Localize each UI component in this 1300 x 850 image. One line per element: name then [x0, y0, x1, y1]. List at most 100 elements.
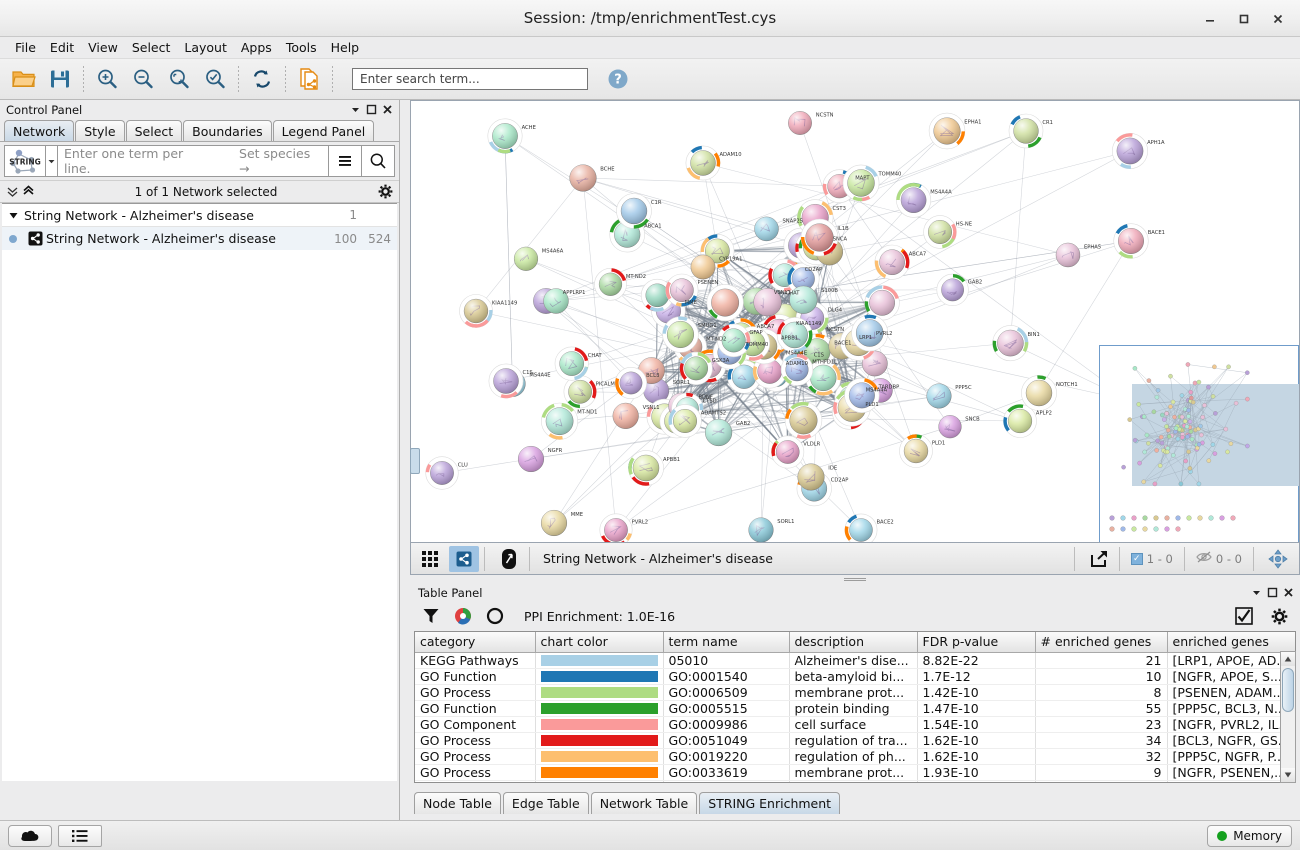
network-graph[interactable]: MT-ND2 VSNL1 CD2AP MS4A4A MS4A4E ABCA7 GAB2 PLD…	[411, 101, 1300, 543]
col-term-name[interactable]: term name	[663, 632, 790, 653]
tab-legend-panel[interactable]: Legend Panel	[272, 120, 375, 141]
tab-string-enrichment[interactable]: STRING Enrichment	[699, 792, 841, 814]
table-vertical-scrollbar[interactable]	[1280, 651, 1296, 783]
cloud-status-button[interactable]	[8, 824, 52, 847]
zoom-out-icon[interactable]	[125, 62, 161, 96]
menu-tools[interactable]: Tools	[285, 40, 317, 55]
canvas-left-handle[interactable]	[410, 448, 420, 474]
export-view-icon[interactable]	[1084, 546, 1114, 572]
chevron-down-icon[interactable]	[1248, 585, 1264, 601]
set-species-link[interactable]: Set species →	[239, 146, 311, 176]
scroll-down-arrow-icon[interactable]	[1281, 768, 1295, 782]
menu-help[interactable]: Help	[330, 40, 360, 55]
col-category[interactable]: category	[415, 632, 536, 653]
col-enriched-genes[interactable]: enriched genes	[1167, 632, 1295, 653]
svg-text:ABCA7: ABCA7	[909, 251, 927, 257]
chevron-down-icon[interactable]	[347, 102, 363, 118]
table-row[interactable]: GO Process GO:0033619 membrane prot... 1.93…	[415, 764, 1295, 781]
memory-status-button[interactable]: Memory	[1207, 824, 1292, 847]
gear-icon[interactable]	[1271, 608, 1288, 625]
pan-tool-icon[interactable]	[1263, 546, 1293, 572]
hidden-eye-icon[interactable]	[1196, 551, 1212, 566]
expand-arrow-icon[interactable]	[2, 211, 24, 220]
birds-eye-view[interactable]	[1099, 345, 1299, 542]
toolbar-separator	[1118, 546, 1120, 571]
string-options-icon[interactable]	[329, 145, 362, 177]
help-icon[interactable]: ?	[600, 62, 636, 96]
network-view-toolbar: String Network - Alzheimer's disease ✓ 1…	[410, 543, 1300, 575]
table-row[interactable]: GO Process GO:0006509 membrane prot... 1.42…	[415, 684, 1295, 701]
grid-view-icon[interactable]	[415, 546, 445, 572]
select-all-checkbox-icon[interactable]	[1235, 607, 1253, 625]
selected-checkbox-icon[interactable]: ✓	[1130, 552, 1143, 565]
birds-eye-viewport-rect[interactable]	[1132, 384, 1299, 486]
float-panel-icon[interactable]	[1264, 585, 1280, 601]
table-row[interactable]: GO Function GO:0001540 beta-amyloid bi... 1…	[415, 668, 1295, 685]
tree-group-count: 1	[349, 208, 357, 222]
close-button[interactable]	[1262, 5, 1294, 33]
search-box[interactable]	[352, 68, 588, 90]
menu-layout[interactable]: Layout	[184, 40, 227, 55]
float-panel-icon[interactable]	[363, 102, 379, 118]
save-disk-icon[interactable]	[42, 62, 78, 96]
svg-text:ADAMTS2: ADAMTS2	[701, 411, 726, 417]
collapse-expand-icons[interactable]	[6, 185, 35, 198]
task-list-button[interactable]	[58, 824, 102, 847]
tab-node-table[interactable]: Node Table	[414, 792, 501, 814]
string-search-icon[interactable]	[362, 145, 395, 177]
color-swatch	[540, 734, 658, 746]
tree-network-row[interactable]: String Network - Alzheimer's disease 100…	[2, 227, 397, 250]
scrollbar-thumb[interactable]	[1282, 668, 1294, 712]
gear-icon[interactable]	[377, 184, 393, 200]
zoom-selected-icon[interactable]	[197, 62, 233, 96]
selected-nodes-status[interactable]: ✓ 1 - 0	[1125, 552, 1179, 566]
menu-edit[interactable]: Edit	[49, 40, 75, 55]
panel-divider[interactable]	[410, 575, 1300, 583]
search-input[interactable]	[358, 71, 582, 87]
refresh-icon[interactable]	[244, 62, 280, 96]
close-panel-icon[interactable]	[1280, 585, 1296, 601]
table-row[interactable]: GO Function GO:0005515 protein binding 1.47…	[415, 700, 1295, 717]
col-enriched-count[interactable]: # enriched genes	[1035, 632, 1168, 653]
tree-group-row[interactable]: String Network - Alzheimer's disease 1	[2, 204, 397, 227]
network-canvas[interactable]: MT-ND2 VSNL1 CD2AP MS4A4A MS4A4E ABCA7 GAB2 PLD…	[410, 100, 1300, 543]
string-dropdown-icon[interactable]	[46, 145, 58, 177]
enrichment-table-wrap[interactable]: category chart color term name descripti…	[414, 631, 1296, 783]
col-chart-color[interactable]: chart color	[535, 632, 664, 653]
table-row[interactable]: GO Process GO:0019220 regulation of ph... 1…	[415, 748, 1295, 765]
menu-select[interactable]: Select	[131, 40, 171, 55]
minimize-button[interactable]	[1194, 5, 1226, 33]
tab-select[interactable]: Select	[125, 120, 183, 141]
network-view-icon[interactable]	[449, 545, 479, 572]
table-row[interactable]: GO Process GO:0051049 regulation of tra...…	[415, 732, 1295, 749]
menu-file[interactable]: File	[15, 40, 36, 55]
zoom-in-icon[interactable]	[89, 62, 125, 96]
export-network-icon[interactable]	[291, 62, 327, 96]
tab-boundaries[interactable]: Boundaries	[183, 120, 272, 141]
tab-style[interactable]: Style	[75, 120, 125, 141]
string-term-input[interactable]: Enter one term per line. Set species →	[58, 145, 329, 177]
tab-edge-table[interactable]: Edge Table	[502, 792, 589, 814]
menu-view[interactable]: View	[88, 40, 118, 55]
maximize-button[interactable]	[1228, 5, 1260, 33]
donut-chart-icon[interactable]	[486, 607, 504, 625]
tab-network[interactable]: Network	[4, 120, 75, 141]
filter-funnel-icon[interactable]	[422, 607, 440, 625]
divider-grip[interactable]	[844, 577, 866, 581]
tab-network-table[interactable]: Network Table	[590, 792, 698, 814]
hidden-nodes-status[interactable]: 0 - 0	[1190, 551, 1248, 566]
menu-apps[interactable]: Apps	[240, 40, 272, 55]
table-row[interactable]: GO Component GO:0009986 cell surface 1.54E-…	[415, 716, 1295, 733]
col-description[interactable]: description	[789, 632, 918, 653]
scroll-up-arrow-icon[interactable]	[1281, 652, 1295, 666]
open-folder-icon[interactable]	[6, 62, 42, 96]
detach-view-icon[interactable]	[494, 546, 524, 572]
table-row[interactable]: KEGG Pathways 05010 Alzheimer's dise... 8.8…	[415, 652, 1295, 669]
cell-term-name: GO:0001540	[663, 668, 790, 685]
chart-color-wheel-icon[interactable]	[454, 607, 472, 625]
zoom-fit-icon[interactable]	[161, 62, 197, 96]
col-fdr-pvalue[interactable]: FDR p-value	[917, 632, 1036, 653]
table-row[interactable]: GO Process GO:0050435beta-amyloid m...2.0…	[415, 780, 1295, 782]
string-logo-icon[interactable]: STRING	[4, 145, 46, 177]
close-panel-icon[interactable]	[379, 102, 395, 118]
